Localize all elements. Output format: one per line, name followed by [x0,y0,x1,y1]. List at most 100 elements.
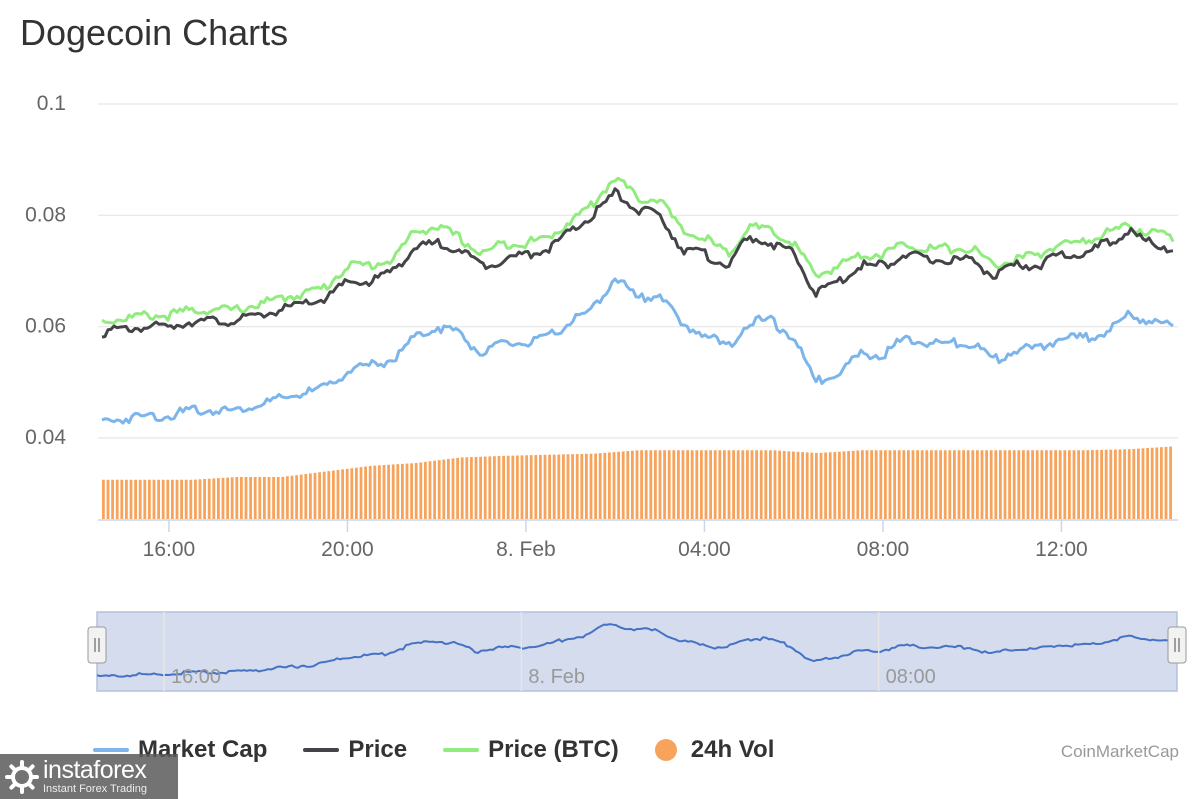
volume-bar [258,476,262,519]
legend-item-price-btc[interactable]: Price (BTC) [443,736,619,764]
volume-bar [548,454,551,519]
volume-bar [842,451,846,519]
legend-swatch-market-cap [93,748,129,752]
handle-grip[interactable] [87,626,107,664]
volume-bar [152,479,156,519]
volume-bar [1040,450,1044,519]
navigator-right-handle[interactable] [1167,626,1187,664]
volume-bar [649,450,653,519]
volume-bar [571,454,574,519]
volume-bar [520,455,524,519]
volume-bar [189,479,193,519]
volume-bar [861,450,864,519]
legend-swatch-24h-vol [654,739,677,761]
volume-bar [511,455,515,519]
volume-bar [244,476,248,519]
volume-bar [387,464,390,519]
handle-grip[interactable] [1167,626,1187,664]
volume-bar [1155,447,1159,519]
volume-bar [589,453,593,519]
volume-bar [907,450,910,519]
volume-bar [552,454,556,519]
volume-bar [562,454,565,519]
volume-bar [934,450,938,519]
y-tick-label: 0.04 [25,426,66,449]
volume-bar [506,455,510,519]
volume-bar [621,451,625,519]
legend-label-price: Price [348,736,408,763]
volume-bar [272,476,275,519]
volume-bar [221,477,225,519]
volume-bar [640,450,643,519]
volume-bar [410,463,413,519]
navigator-range[interactable] [96,611,1178,692]
navigator[interactable]: 16:00 8. Feb 08:00 [87,611,1187,692]
volume-bar [1123,449,1126,519]
credit-link[interactable]: CoinMarketCap [1060,742,1179,761]
volume-bar [1003,450,1007,519]
volume-bar [755,450,758,519]
volume-bar [516,455,519,519]
volume-bar [263,476,266,519]
volume-bar [378,465,381,519]
volume-bar [355,467,358,519]
volume-bar [161,479,165,519]
series-line-price[interactable] [101,187,1174,339]
volume-bar [957,450,961,519]
volume-bar [759,450,763,519]
volume-bar [713,450,717,519]
x-tick-label: 04:00 [678,538,731,561]
volume-bar [654,450,657,519]
volume-bars [102,446,1172,519]
volume-bar [488,456,492,519]
volume-bar [350,468,354,519]
volume-bar [460,457,464,519]
volume-bar [902,450,906,519]
volume-bar [230,477,234,519]
legend: Market Cap Price Price (BTC) 24h Vol [93,732,810,768]
volume-bar [805,452,809,519]
volume-bar [525,455,528,519]
watermark: instaforex Instant Forex Trading [0,754,178,799]
volume-bar [276,476,280,519]
volume-bar [893,450,896,519]
navigator-left-handle[interactable] [87,626,107,664]
series-line-market-cap[interactable] [101,277,1174,425]
volume-bar [364,466,367,519]
volume-bar [557,454,561,519]
volume-bar [534,455,538,519]
volume-bar [175,479,179,519]
volume-bar [290,475,294,519]
volume-bar [1141,448,1145,519]
volume-bar [920,450,924,519]
x-tick-label: 12:00 [1035,538,1088,561]
volume-bar [1063,450,1067,519]
volume-bar [106,479,110,519]
legend-swatch-price [303,748,340,752]
navigator-tick-label: 08:00 [886,666,936,688]
series-lines [101,176,1175,425]
volume-bar [672,450,676,519]
chart-area[interactable]: 0.04 0.06 0.08 0.1 16:00 20:00 8. Feb 04:00 08:… [0,0,1199,720]
volume-bar [1058,450,1062,519]
volume-bar [700,450,703,519]
chart-title: Dogecoin Charts [20,12,289,53]
volume-bar [1077,450,1080,519]
series-line-price-btc-[interactable] [101,176,1175,325]
volume-bar [943,450,947,519]
volume-bar [442,459,446,519]
volume-bar [479,456,482,519]
volume-bar [194,479,197,519]
volume-bar [948,450,952,519]
volume-bar [1137,448,1140,519]
volume-bar [345,468,349,519]
volume-bar [681,450,685,519]
volume-bar [299,474,303,519]
volume-bar [631,450,634,519]
volume-bar [704,450,708,519]
legend-item-24h-vol[interactable]: 24h Vol [654,736,774,764]
volume-bar [718,450,722,519]
legend-item-price[interactable]: Price [303,736,407,764]
volume-bar [888,450,892,519]
volume-bar [1169,446,1172,519]
